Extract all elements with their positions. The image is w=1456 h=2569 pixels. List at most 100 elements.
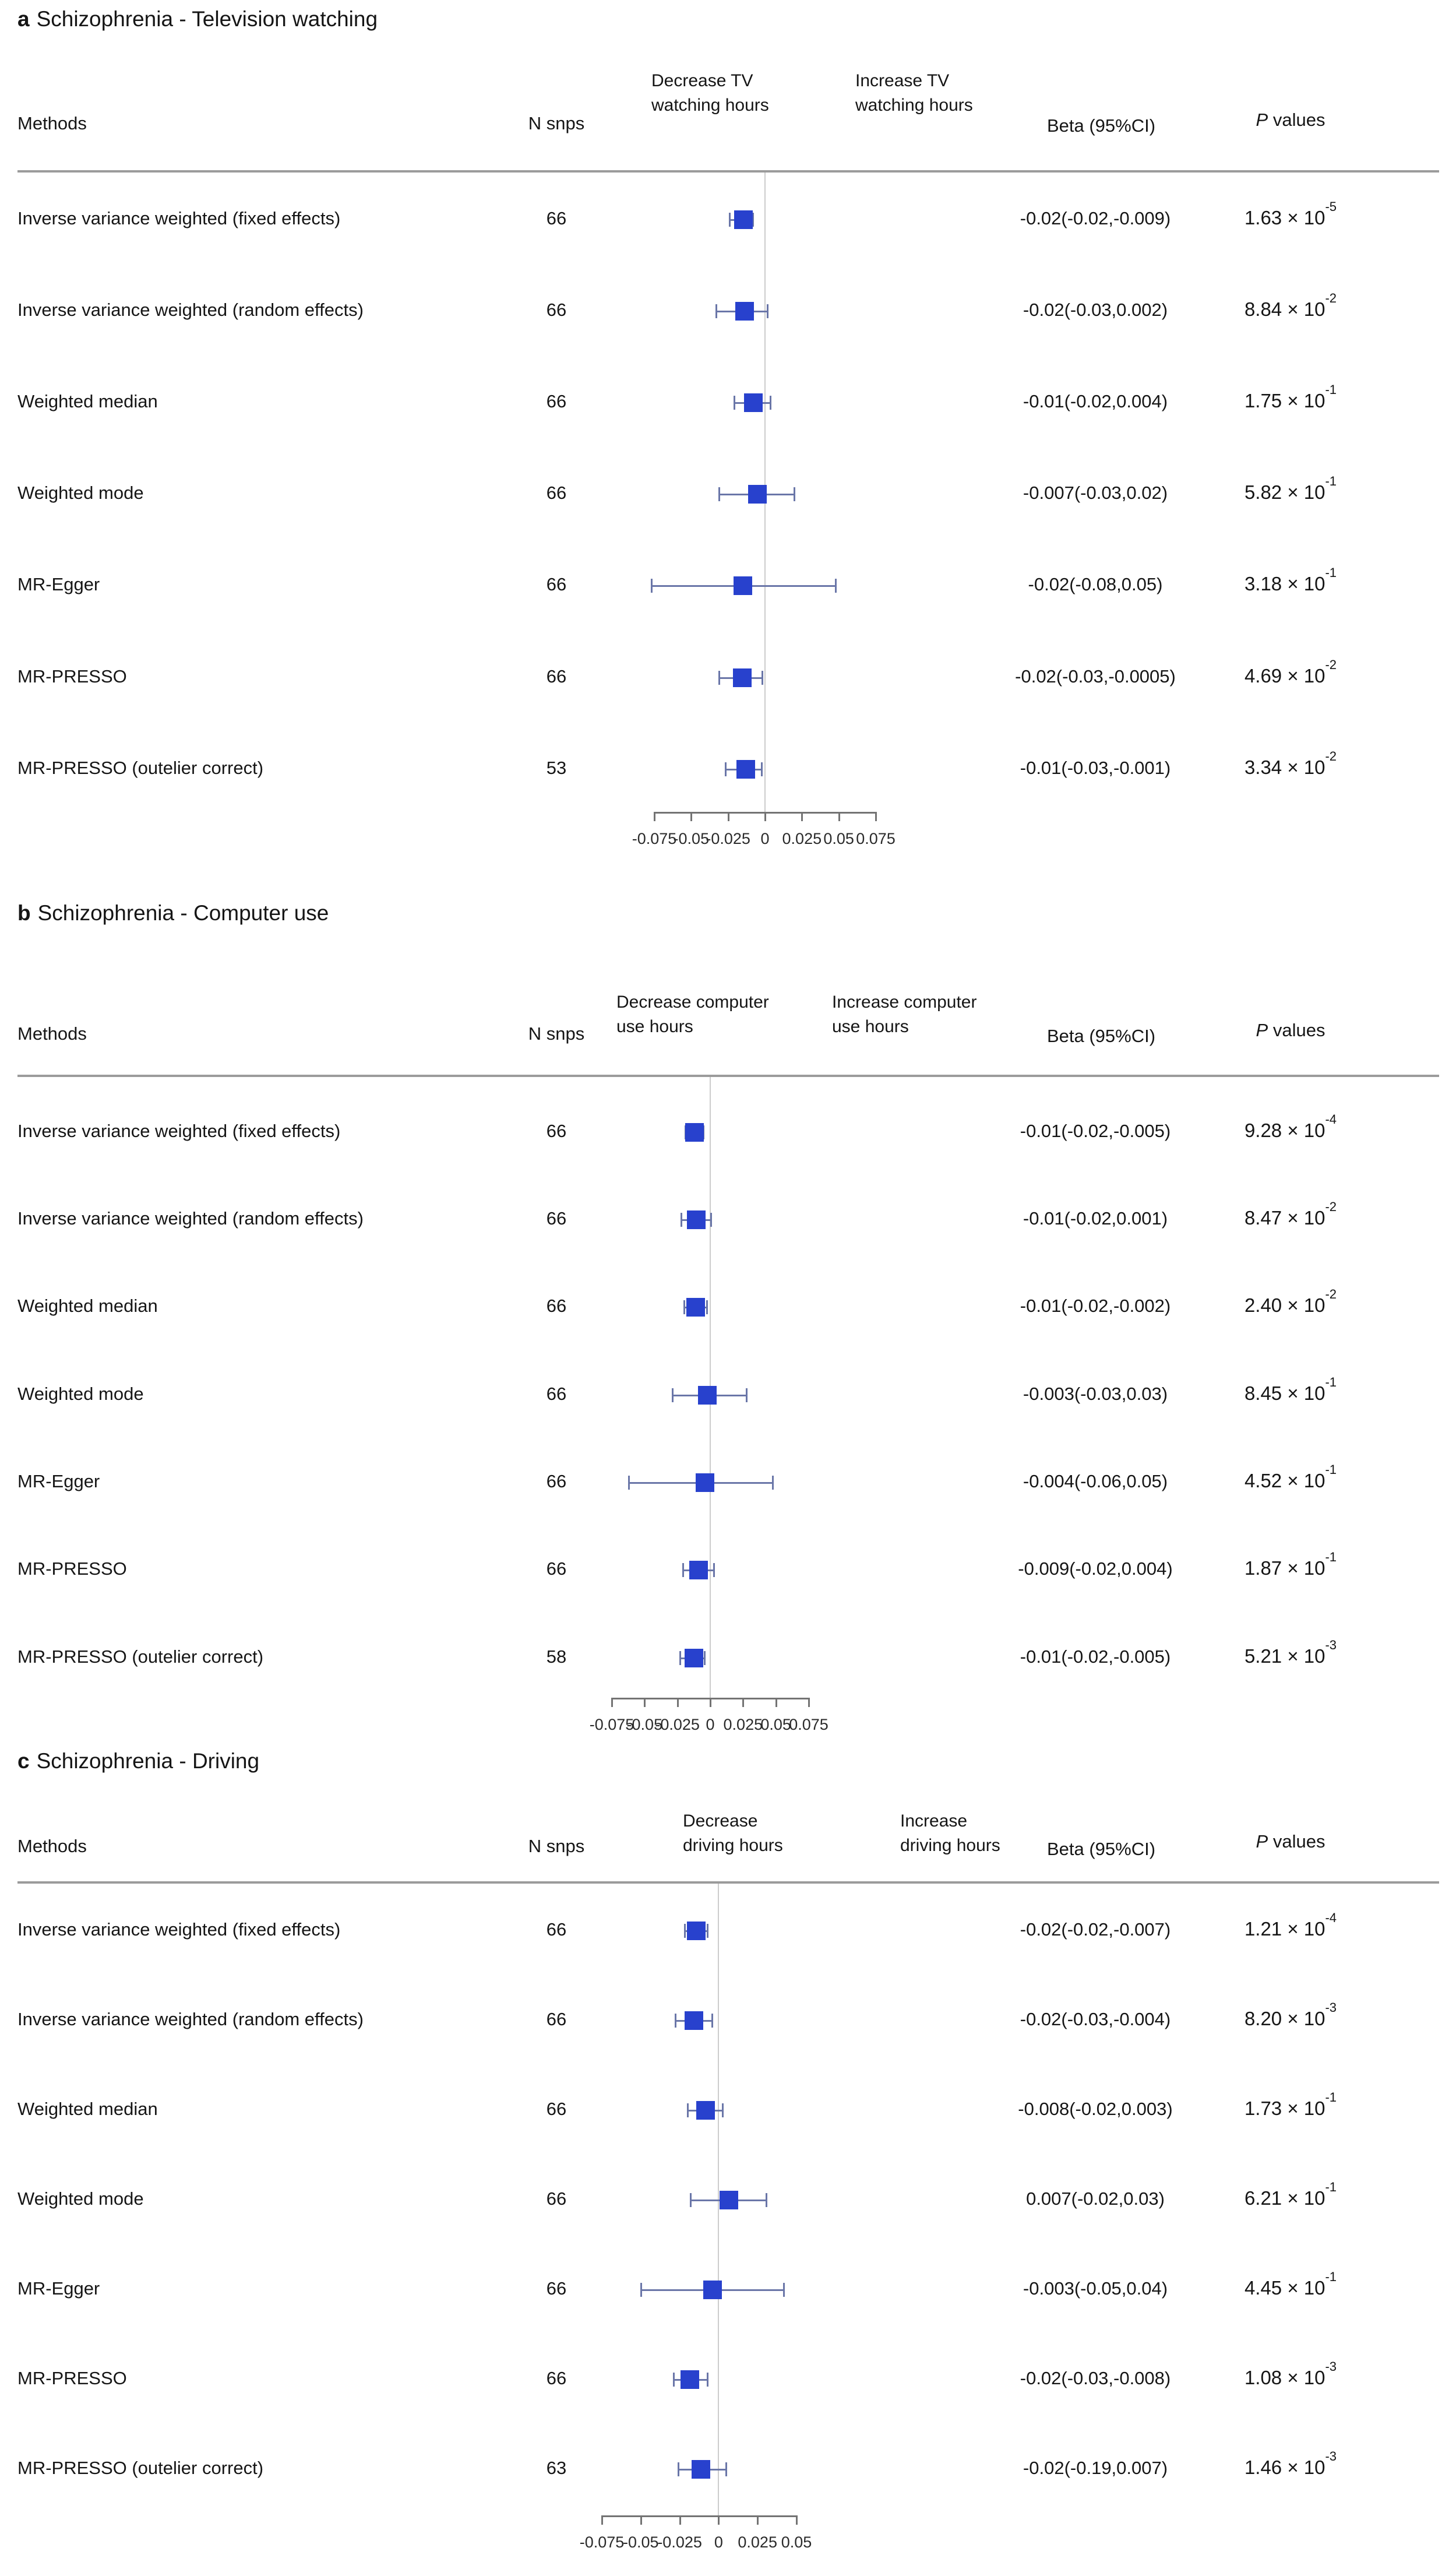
n-snps-value: 66	[546, 483, 567, 503]
p-value-base: 1.63 × 10	[1244, 207, 1325, 228]
method-label: Inverse variance weighted (random effect…	[17, 1208, 364, 1229]
ci-cap-high	[706, 2373, 708, 2387]
axis-tick	[757, 2515, 759, 2525]
axis-tick	[601, 2515, 603, 2525]
beta-ci-value: -0.01(-0.02,-0.005)	[1020, 1121, 1171, 1141]
effect-estimate-square	[734, 210, 753, 229]
p-value-exponent: -1	[1325, 2090, 1337, 2105]
p-values-column-header: P values	[1203, 110, 1378, 131]
decrease-header-line2: watching hours	[651, 96, 769, 115]
p-value-base: 3.34 × 10	[1244, 756, 1325, 778]
ci-cap-low	[650, 579, 653, 593]
methods-column-header: Methods	[17, 113, 87, 133]
axis-tick	[727, 812, 729, 821]
n-snps-column-header: N snps	[528, 113, 585, 133]
beta-ci-value: -0.02(-0.02,-0.007)	[1020, 1919, 1171, 1940]
effect-estimate-square	[691, 2460, 710, 2479]
axis-tick-label: -0.025	[657, 2533, 702, 2551]
n-snps-value: 58	[546, 1646, 567, 1667]
beta-ci-value: -0.01(-0.02,0.001)	[1023, 1208, 1168, 1229]
panel-letter: b	[17, 901, 31, 925]
n-snps-value: 66	[546, 1919, 567, 1940]
n-snps-value: 66	[546, 2009, 567, 2029]
ci-cap-high	[746, 1388, 748, 1402]
n-snps-value: 66	[546, 1384, 567, 1404]
ci-cap-high	[706, 1924, 708, 1938]
ci-cap-low	[682, 1563, 684, 1577]
effect-estimate-square	[685, 1123, 704, 1142]
n-snps-value: 66	[546, 2099, 567, 2119]
p-value-base: 1.08 × 10	[1244, 2367, 1325, 2388]
p-value-exponent: -1	[1325, 1375, 1337, 1389]
ci-cap-low	[628, 1476, 630, 1490]
axis-tick	[644, 1698, 646, 1707]
ci-cap-high	[760, 762, 763, 776]
decrease-header-line1: Decrease TV	[651, 71, 753, 90]
effect-estimate-square	[735, 302, 754, 321]
n-snps-value: 66	[546, 2368, 567, 2388]
ci-cap-high	[772, 1476, 774, 1490]
effect-estimate-square	[734, 576, 752, 595]
p-value-exponent: -4	[1325, 1910, 1337, 1925]
p-value: 6.21 × 10-1	[1186, 2180, 1395, 2209]
p-value-exponent: -1	[1325, 474, 1337, 488]
axis-tick-label: -0.075	[632, 830, 677, 847]
beta-ci-value: -0.01(-0.02,0.004)	[1023, 391, 1168, 411]
methods-column-header: Methods	[17, 1023, 87, 1044]
p-value-base: 1.73 × 10	[1244, 2098, 1325, 2119]
axis-tick	[676, 1698, 679, 1707]
method-label: MR-PRESSO	[17, 666, 127, 687]
beta-ci-value: -0.02(-0.03,-0.0005)	[1015, 666, 1176, 687]
p-value-base: 8.84 × 10	[1244, 298, 1325, 320]
p-value: 9.28 × 10-4	[1186, 1112, 1395, 1142]
axis-tick	[718, 2515, 720, 2525]
p-value-exponent: -2	[1325, 1199, 1337, 1214]
effect-estimate-square	[748, 485, 767, 504]
ci-cap-low	[679, 1651, 682, 1665]
increase-header-line1: Increase computer	[832, 993, 977, 1012]
n-snps-column-header: N snps	[528, 1023, 585, 1044]
increase-header-line1: Increase TV	[855, 71, 950, 90]
axis-tick	[801, 812, 803, 821]
p-value: 8.47 × 10-2	[1186, 1199, 1395, 1229]
n-snps-value: 66	[546, 391, 567, 411]
axis-tick-label: 0.025	[782, 830, 822, 847]
method-label: MR-PRESSO	[17, 2368, 127, 2388]
ci-cap-low	[715, 304, 718, 318]
effect-estimate-square	[696, 2101, 715, 2120]
p-value-base: 5.21 × 10	[1244, 1645, 1325, 1667]
effect-estimate-square	[689, 1561, 708, 1579]
p-value-base: 5.82 × 10	[1244, 481, 1325, 503]
effect-estimate-square	[680, 2370, 699, 2389]
axis-tick-label: -0.05	[626, 1716, 663, 1733]
ci-cap-low	[677, 2462, 679, 2476]
axis-tick-label: -0.025	[655, 1716, 700, 1733]
method-label: MR-PRESSO (outelier correct)	[17, 2458, 264, 2478]
axis-tick-label: 0.075	[789, 1716, 829, 1733]
p-header-rest: values	[1268, 1831, 1325, 1852]
p-value-base: 1.87 × 10	[1244, 1557, 1325, 1579]
p-value-base: 8.20 × 10	[1244, 2008, 1325, 2029]
method-label: MR-Egger	[17, 2278, 100, 2299]
p-value-exponent: -1	[1325, 1462, 1337, 1477]
panel-letter: a	[17, 7, 30, 31]
p-value-exponent: -3	[1325, 2359, 1337, 2374]
effect-estimate-square	[698, 1386, 717, 1405]
axis-tick-label: -0.05	[623, 2533, 659, 2551]
axis-tick	[690, 812, 693, 821]
beta-ci-value: -0.009(-0.02,0.004)	[1018, 1558, 1173, 1579]
beta-ci-value: -0.02(-0.08,0.05)	[1028, 574, 1163, 594]
axis-tick	[640, 2515, 642, 2525]
p-value-exponent: -3	[1325, 2000, 1337, 2015]
axis-tick	[611, 1698, 613, 1707]
p-value-exponent: -1	[1325, 2180, 1337, 2194]
n-snps-value: 66	[546, 666, 567, 687]
ci-cap-low	[733, 396, 735, 410]
p-value-base: 1.46 × 10	[1244, 2457, 1325, 2478]
p-value-base: 9.28 × 10	[1244, 1120, 1325, 1141]
method-label: MR-Egger	[17, 1471, 100, 1491]
increase-header-line2: use hours	[832, 1017, 909, 1036]
p-value-exponent: -1	[1325, 565, 1337, 580]
beta-ci-value: -0.007(-0.03,0.02)	[1023, 483, 1168, 503]
p-header-rest: values	[1268, 1020, 1325, 1040]
